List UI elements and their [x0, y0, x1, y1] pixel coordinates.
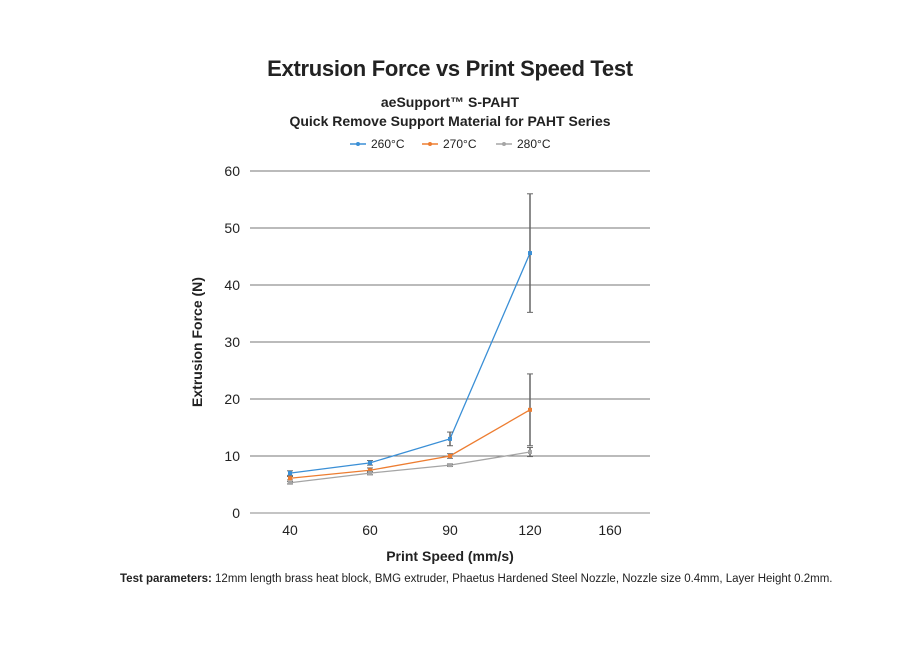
data-point [528, 251, 532, 256]
data-point [288, 480, 292, 485]
legend-label: 270°C [443, 137, 477, 151]
data-point [368, 460, 372, 465]
y-tick-label: 0 [232, 505, 240, 521]
x-tick-label: 90 [442, 522, 458, 538]
chart-title: Extrusion Force vs Print Speed Test [267, 56, 633, 81]
data-point [528, 450, 532, 455]
data-point [448, 463, 452, 468]
y-axis-label: Extrusion Force (N) [189, 277, 205, 407]
data-point [448, 454, 452, 458]
chart-subtitle-2: Quick Remove Support Material for PAHT S… [289, 113, 611, 129]
data-point [368, 471, 372, 476]
data-point [288, 471, 292, 476]
y-tick-label: 60 [224, 163, 240, 179]
x-tick-label: 60 [362, 522, 378, 538]
x-tick-label: 40 [282, 522, 298, 538]
legend-marker [356, 142, 360, 146]
legend-marker [502, 142, 506, 146]
data-point [288, 476, 292, 481]
x-axis-label: Print Speed (mm/s) [386, 548, 514, 564]
data-point [368, 468, 372, 473]
y-tick-label: 40 [224, 277, 240, 293]
y-tick-label: 20 [224, 391, 240, 407]
y-tick-label: 50 [224, 220, 240, 236]
x-tick-label: 120 [518, 522, 542, 538]
y-tick-label: 30 [224, 334, 240, 350]
legend-label: 280°C [517, 137, 551, 151]
legend-label: 260°C [371, 137, 405, 151]
series-line [289, 252, 531, 474]
footnote-label: Test parameters: [120, 573, 212, 585]
footnote-text: 12mm length brass heat block, BMG extrud… [211, 573, 833, 585]
series-line [289, 451, 531, 484]
footnote: Test parameters: 12mm length brass heat … [120, 573, 832, 585]
data-point [528, 407, 532, 412]
legend-marker [428, 142, 432, 146]
series-line [289, 409, 531, 479]
data-point [448, 436, 452, 441]
x-tick-label: 160 [598, 522, 622, 538]
chart-subtitle-1: aeSupport™ S-PAHT [380, 94, 520, 110]
y-tick-label: 10 [224, 448, 240, 464]
